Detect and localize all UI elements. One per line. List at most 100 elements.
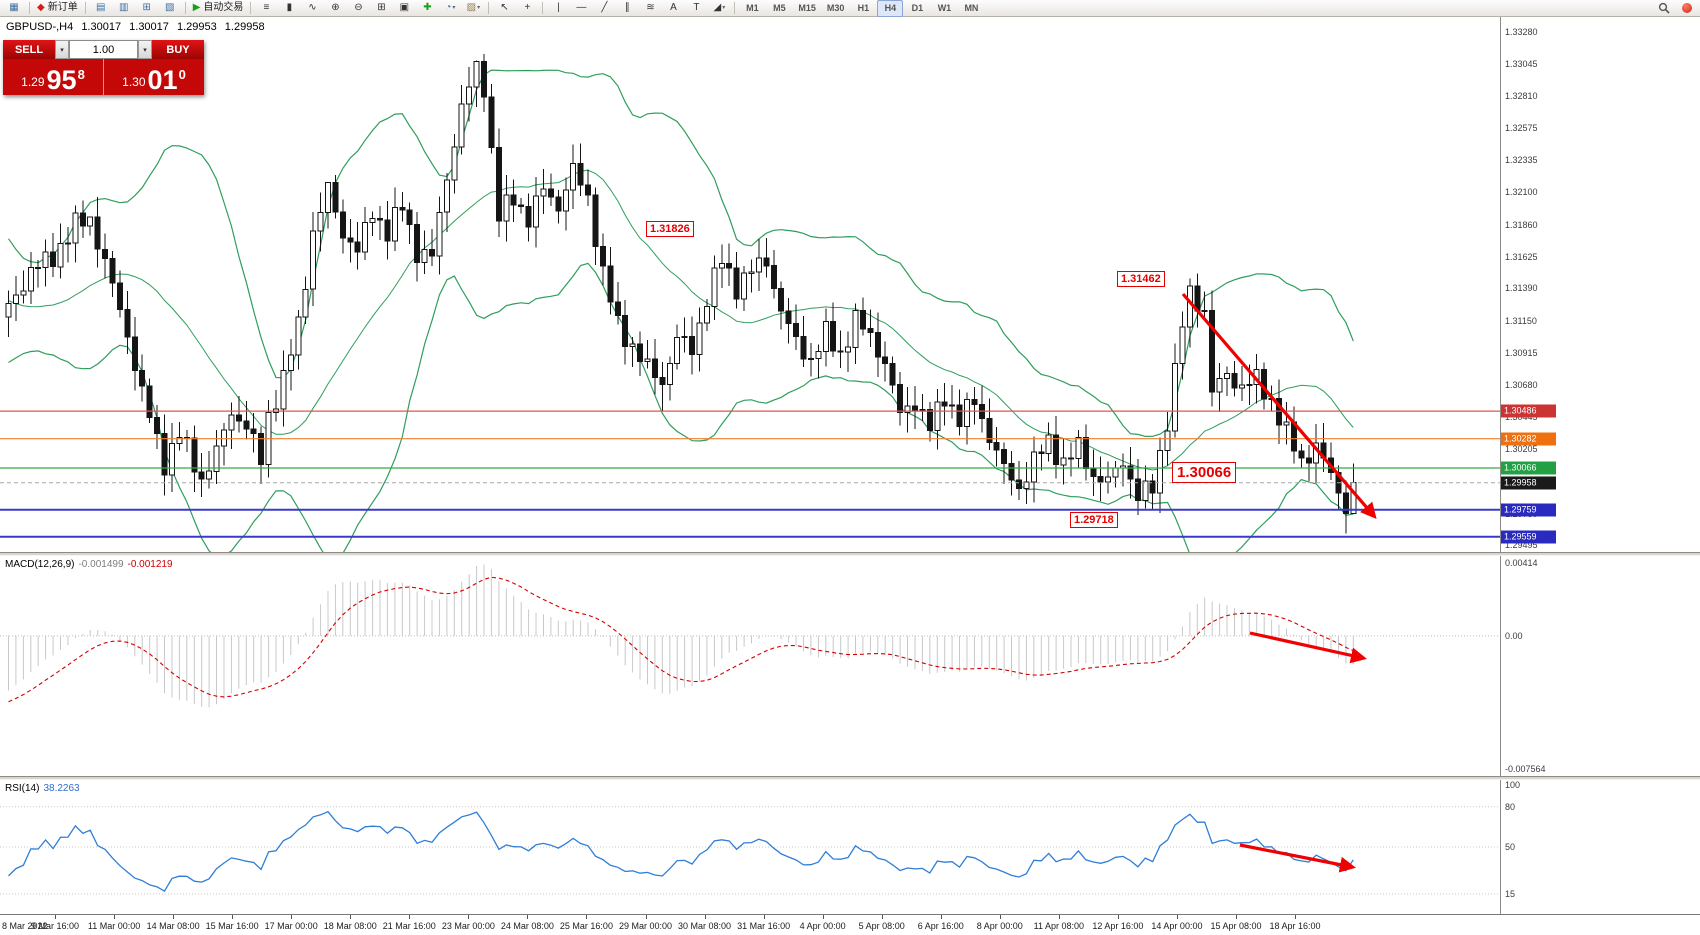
sell-price[interactable]: 1.29 95 8 [3,59,104,95]
time-label: 15 Mar 16:00 [205,921,259,931]
bar-chart-icon: ≡ [263,2,270,13]
notification-dot-icon[interactable] [1682,3,1692,13]
price-callout[interactable]: 1.30066 [1172,462,1237,483]
line-chart-icon[interactable]: ∿ [301,0,323,17]
price-tick: 1.31150 [1505,315,1537,326]
rsi-axis-tick: 50 [1505,842,1516,852]
time-label: 9 Mar 16:00 [30,921,80,931]
timeframe-m5[interactable]: M5 [773,3,786,13]
horizontal-line-icon[interactable]: ― [570,0,592,17]
sell-price-sup: 8 [77,67,85,82]
panel-separator[interactable] [0,776,1700,780]
timeframe-m15[interactable]: M15 [798,3,816,13]
text-icon[interactable]: A [662,0,684,17]
zoom-in-icon[interactable]: ⊕ [324,0,346,17]
time-tick [704,915,706,919]
data-window-icon[interactable]: ▥ [113,0,135,17]
rsi-panel[interactable] [0,780,1500,914]
zoom-in-icon: ⊕ [331,2,340,13]
price-tick: 1.33045 [1505,58,1538,69]
periods-icon[interactable]: ◔ ▾ [439,0,461,17]
new-chart-icon[interactable]: ▦ [3,0,25,17]
price-badge: 1.29958 [1501,476,1556,490]
new-order-button[interactable]: ◆ 新订单 [34,0,81,17]
time-label: 14 Apr 00:00 [1151,921,1203,931]
auto-trading-button[interactable]: ▶ 自动交易 [190,0,247,17]
trendline-icon[interactable]: ╱ [593,0,615,17]
templates-icon: ▨ [466,2,477,13]
price-callout[interactable]: 1.31826 [646,221,694,237]
timeframe-m1[interactable]: M1 [746,3,759,13]
auto-scroll-icon: ▣ [399,2,410,13]
macd-panel[interactable] [0,556,1500,776]
time-tick [350,915,352,919]
templates-icon[interactable]: ▨ ▾ [462,0,484,17]
zoom-out-icon: ⊖ [354,2,363,13]
data-window-icon: ▥ [118,2,129,13]
price-badge: 1.30282 [1501,432,1556,446]
candlestick-chart-icon[interactable]: ▮ [278,0,300,17]
time-tick [586,915,588,919]
time-tick [999,915,1001,919]
time-label: 12 Apr 16:00 [1092,921,1144,931]
price-tick: 1.29495 [1505,540,1538,551]
label-icon[interactable]: T [685,0,707,17]
toolbar-right [1653,0,1697,17]
timeframe-d1[interactable]: D1 [911,3,924,13]
panel-separator[interactable] [0,552,1700,556]
price-badge: 1.30486 [1501,404,1556,418]
fibonacci-icon[interactable]: ≋ [639,0,661,17]
macd-signal-value: -0.001219 [127,559,173,570]
timeframe-m30[interactable]: M30 [826,3,845,13]
price-callout[interactable]: 1.29718 [1070,512,1118,528]
price-callout[interactable]: 1.31462 [1117,271,1165,287]
timeframe-h4[interactable]: H4 [877,0,904,17]
sell-caret-icon[interactable]: ▾ [55,40,69,59]
price-badge: 1.30066 [1501,461,1556,475]
toolbar-separator [542,2,544,14]
price-axis[interactable]: 1.33280 1.33045 1.32810 1.32575 1.32335 1.321… [1501,0,1700,935]
market-watch-icon[interactable]: ▤ [90,0,112,17]
vertical-line-icon[interactable]: | [547,0,569,17]
time-label: 11 Apr 08:00 [1033,921,1085,931]
volume-input[interactable]: 1.00 [69,40,138,59]
time-label: 18 Mar 08:00 [323,921,377,931]
price-tick: 1.33280 [1505,27,1538,38]
bar-chart-icon[interactable]: ≡ [255,0,277,17]
auto-scroll-icon[interactable]: ▣ [393,0,415,17]
navigator-icon[interactable]: ⊞ [136,0,158,17]
shapes-icon[interactable]: ◢ ▾ [708,0,730,17]
symbol-period-label: GBPUSD-,H4 [6,21,74,33]
search-icon[interactable] [1653,0,1675,17]
indicators-icon[interactable]: ✚ [416,0,438,17]
time-label: 23 Mar 00:00 [441,921,495,931]
macd-axis-tick: 0.00414 [1505,558,1538,568]
horizontal-line-icon: ― [576,2,587,13]
time-label: 21 Mar 16:00 [382,921,436,931]
cursor-icon: ↖ [500,2,509,13]
axis-border [1500,17,1501,914]
indicators-icon: ✚ [423,2,432,13]
rsi-axis-tick: 15 [1505,888,1516,899]
buy-price[interactable]: 1.30 01 0 [104,59,204,95]
volume-caret-icon[interactable]: ▾ [138,40,152,59]
channel-icon[interactable]: ∥ [616,0,638,17]
zoom-out-icon[interactable]: ⊖ [347,0,369,17]
timeframe-mn[interactable]: MN [964,3,979,13]
terminal-icon[interactable]: ▧ [159,0,181,17]
time-tick [1236,915,1237,919]
tile-windows-icon[interactable]: ⊞ [370,0,392,17]
main-price-chart[interactable] [0,17,1500,552]
chevron-down-icon: ▾ [722,5,726,11]
timeframe-w1[interactable]: W1 [937,3,952,13]
time-label: 18 Apr 16:00 [1269,921,1321,931]
time-label: 30 Mar 08:00 [678,921,732,931]
crosshair-icon[interactable]: + [516,0,538,17]
sell-button[interactable]: SELL [3,40,55,59]
tile-windows-icon: ⊞ [377,2,386,13]
timeframe-h1[interactable]: H1 [857,3,870,13]
time-axis[interactable]: 8 Mar 2022 9 Mar 16:00 11 Mar 00:00 14 Mar … [0,914,1700,935]
buy-button[interactable]: BUY [152,40,204,59]
fibonacci-icon: ≋ [646,2,655,13]
cursor-icon[interactable]: ↖ [493,0,515,17]
